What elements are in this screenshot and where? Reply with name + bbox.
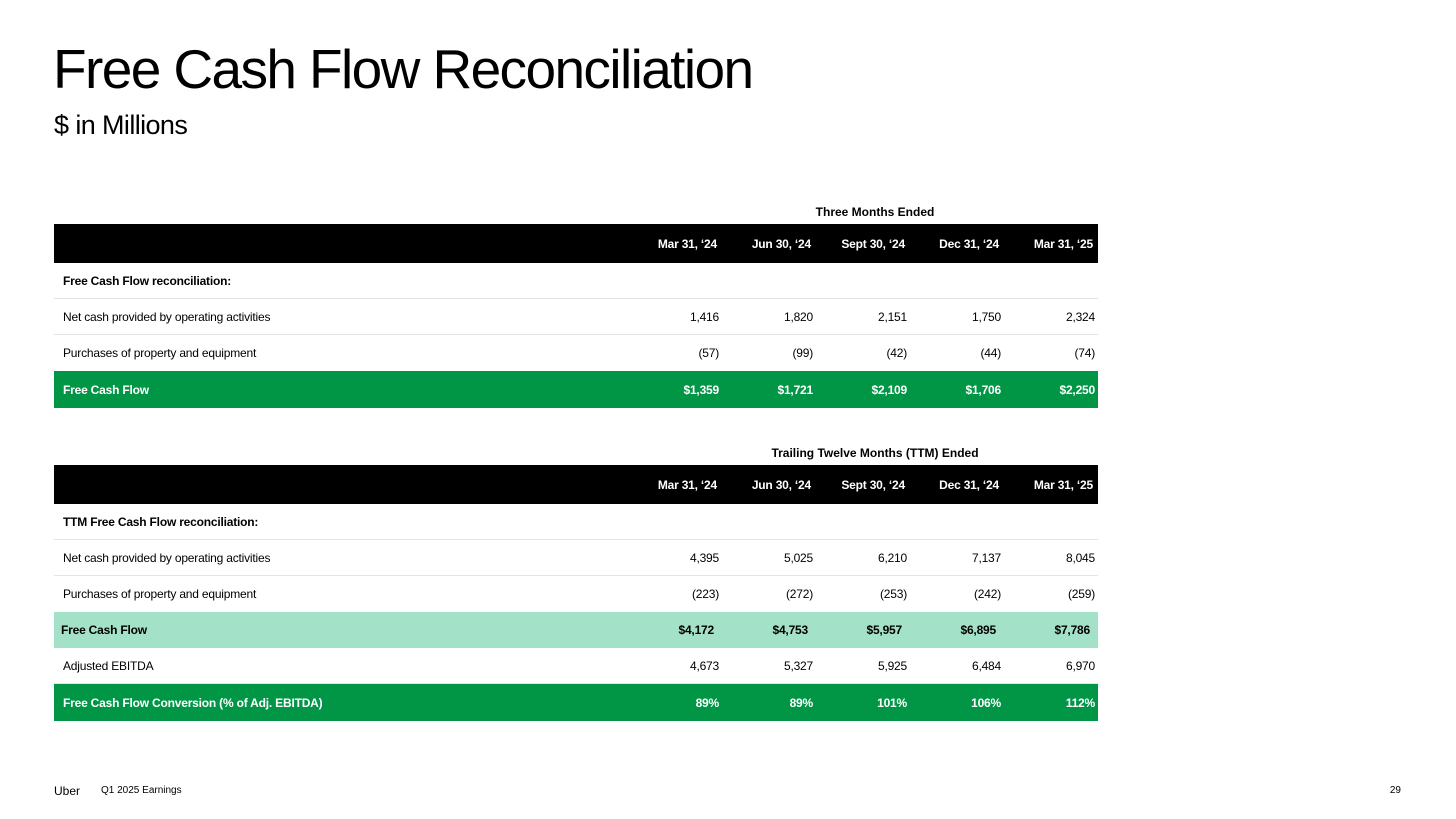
section-label: TTM Free Cash Flow reconciliation: [63, 514, 259, 529]
table-cell: (272) [785, 587, 813, 601]
table-cell: 5,925 [877, 658, 907, 673]
table-cell: 106% [971, 695, 1001, 710]
column-header: Mar 31, ‘25 [1033, 236, 1093, 251]
fcf-total-row: Free Cash Flow $1,359 $1,721 $2,109 $1,7… [54, 371, 1098, 408]
slide-title: Free Cash Flow Reconciliation [53, 38, 754, 100]
table-cell: $4,172 [678, 623, 714, 637]
table-header-row: Mar 31, ‘24 Jun 30, ‘24 Sept 30, ‘24 Dec… [54, 224, 1098, 263]
section-row: TTM Free Cash Flow reconciliation: [54, 504, 1098, 540]
row-label: Net cash provided by operating activitie… [63, 550, 271, 565]
table-cell: (44) [980, 346, 1001, 360]
column-header: Mar 31, ‘25 [1033, 477, 1093, 492]
table-row: Purchases of property and equipment (223… [54, 576, 1098, 612]
table-cell: 1,820 [783, 309, 813, 324]
row-label: Adjusted EBITDA [63, 658, 154, 673]
table-cell: (42) [886, 346, 907, 360]
footer-brand: Uber [54, 784, 81, 798]
row-label: Free Cash Flow [61, 623, 147, 637]
table-caption: Trailing Twelve Months (TTM) Ended [771, 446, 979, 460]
table-cell: 1,750 [971, 309, 1001, 324]
table-cell: (223) [691, 587, 719, 601]
table-cell: $2,109 [871, 382, 907, 397]
column-header: Jun 30, ‘24 [751, 236, 811, 251]
slide-subtitle: $ in Millions [54, 110, 188, 140]
table-cell: 6,484 [971, 658, 1001, 673]
column-header: Sept 30, ‘24 [841, 477, 905, 492]
page-number: 29 [1389, 785, 1401, 796]
footer-document-name: Q1 2025 Earnings [101, 785, 182, 796]
table-row: Net cash provided by operating activitie… [54, 540, 1098, 576]
row-label: Free Cash Flow [63, 382, 149, 397]
table-cell: 6,970 [1065, 658, 1095, 673]
ttm-fcf-total-row: Free Cash Flow $4,172 $4,753 $5,957 $6,8… [54, 612, 1098, 648]
column-header: Dec 31, ‘24 [939, 477, 999, 492]
table-cell: 4,395 [689, 550, 719, 565]
table-cell: 1,416 [689, 309, 719, 324]
table-cell: (99) [792, 346, 813, 360]
row-label: Purchases of property and equipment [63, 587, 257, 601]
fcf-conversion-row: Free Cash Flow Conversion (% of Adj. EBI… [54, 684, 1098, 721]
table-cell: $2,250 [1059, 382, 1095, 397]
table-cell: 89% [789, 695, 814, 710]
table-cell: (57) [698, 346, 719, 360]
column-header: Mar 31, ‘24 [657, 236, 717, 251]
table-cell: 6,210 [877, 550, 907, 565]
row-label: Free Cash Flow Conversion (% of Adj. EBI… [63, 695, 323, 710]
table-cell: 89% [695, 695, 720, 710]
table-cell: 101% [877, 695, 907, 710]
table-row: Net cash provided by operating activitie… [54, 299, 1098, 335]
table-cell: 112% [1065, 695, 1095, 710]
table-row: Purchases of property and equipment (57)… [54, 335, 1098, 371]
table-cell: $7,786 [1054, 623, 1090, 637]
table-cell: 2,324 [1065, 309, 1095, 324]
table-cell: 7,137 [971, 550, 1001, 565]
column-header: Sept 30, ‘24 [841, 236, 905, 251]
table-cell: (74) [1074, 346, 1095, 360]
table-cell: $4,753 [772, 623, 808, 637]
column-header: Jun 30, ‘24 [751, 477, 811, 492]
column-header: Dec 31, ‘24 [939, 236, 999, 251]
table-cell: 4,673 [689, 658, 719, 673]
row-label: Net cash provided by operating activitie… [63, 309, 271, 324]
table-cell: 2,151 [877, 309, 907, 324]
table-cell: 5,327 [783, 658, 813, 673]
table-caption: Three Months Ended [815, 205, 935, 219]
table-cell: $5,957 [866, 623, 902, 637]
table-cell: (259) [1067, 587, 1095, 601]
section-label: Free Cash Flow reconciliation: [63, 273, 232, 288]
table-cell: (253) [879, 587, 907, 601]
table-cell: 8,045 [1065, 550, 1095, 565]
table-cell: 5,025 [783, 550, 813, 565]
table-row: Adjusted EBITDA 4,673 5,327 5,925 6,484 … [54, 648, 1098, 684]
section-row: Free Cash Flow reconciliation: [54, 263, 1098, 299]
table-cell: $1,721 [777, 382, 813, 397]
table-header-row: Mar 31, ‘24 Jun 30, ‘24 Sept 30, ‘24 Dec… [54, 465, 1098, 504]
table-cell: $6,895 [960, 623, 996, 637]
table-cell: $1,359 [683, 382, 719, 397]
column-header: Mar 31, ‘24 [657, 477, 717, 492]
row-label: Purchases of property and equipment [63, 346, 257, 360]
table-cell: (242) [973, 587, 1001, 601]
table-cell: $1,706 [965, 382, 1001, 397]
